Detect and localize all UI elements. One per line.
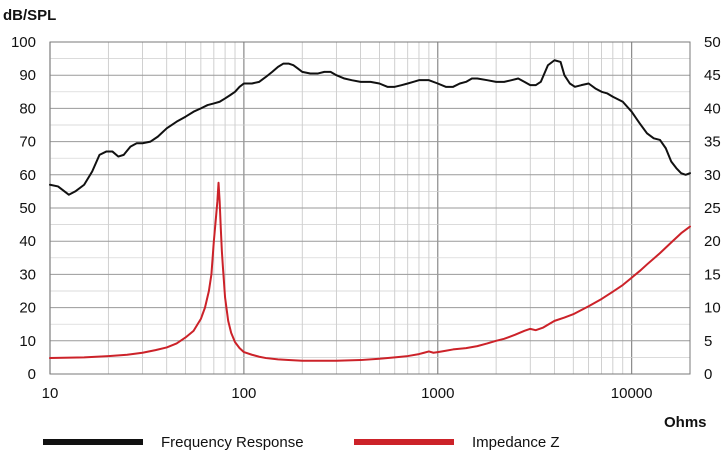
y-right-tick-label: 0 (704, 366, 712, 383)
y-right-tick-label: 15 (704, 266, 721, 283)
y-left-tick-label: 10 (19, 333, 36, 350)
y-left-tick-label: 30 (19, 266, 36, 283)
x-tick-label: 1000 (421, 385, 454, 402)
series-layer (49, 59, 691, 362)
grid (49, 41, 691, 375)
y-right-tick-label: 45 (704, 67, 721, 84)
legend-label-impedance: Impedance Z (472, 433, 560, 451)
y-left-tick-label: 0 (28, 366, 36, 383)
y-left-tick-label: 40 (19, 233, 36, 250)
y-right-tick-label: 5 (704, 333, 712, 350)
y-left-tick-label: 50 (19, 200, 36, 217)
y-right-tick-label: 10 (704, 300, 721, 317)
x-tick-label: 10 (42, 385, 59, 402)
y-right-tick-label: 20 (704, 233, 721, 250)
y-right-tick-label: 25 (704, 200, 721, 217)
y-right-tick-label: 35 (704, 134, 721, 151)
y-left-tick-label: 80 (19, 100, 36, 117)
y-left-tick-label: 60 (19, 167, 36, 184)
y-left-tick-label: 90 (19, 67, 36, 84)
y-left-tick-label: 20 (19, 300, 36, 317)
legend-label-frequency-response: Frequency Response (161, 433, 304, 451)
y-right-tick-label: 40 (704, 100, 721, 117)
plot-frame (49, 41, 691, 375)
x-tick-label: 100 (231, 385, 256, 402)
y-left-tick-label: 70 (19, 134, 36, 151)
x-tick-label: 10000 (611, 385, 653, 402)
legend-item-impedance: Impedance Z (354, 431, 560, 453)
legend-swatch-impedance (354, 439, 454, 445)
axis-tick-labels: 0102030405060708090100051015202530354045… (11, 34, 721, 402)
legend-item-frequency-response: Frequency Response (43, 431, 304, 453)
right-axis-title: Ohms (664, 414, 707, 431)
y-right-tick-label: 30 (704, 167, 721, 184)
series-line-frequency-response (49, 59, 691, 196)
left-axis-title: dB/SPL (3, 7, 56, 24)
y-right-tick-label: 50 (704, 34, 721, 51)
series-line-impedance (49, 181, 691, 362)
y-left-tick-label: 100 (11, 34, 36, 51)
legend-swatch-frequency-response (43, 439, 143, 445)
